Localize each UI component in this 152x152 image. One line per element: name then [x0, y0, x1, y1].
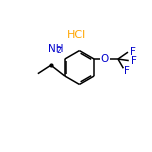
Text: 2: 2 — [56, 46, 61, 55]
Text: F: F — [131, 56, 137, 66]
Text: NH: NH — [48, 44, 63, 54]
Text: F: F — [130, 47, 136, 57]
Text: F: F — [124, 66, 130, 76]
Text: O: O — [101, 54, 109, 64]
Text: HCl: HCl — [67, 30, 86, 40]
